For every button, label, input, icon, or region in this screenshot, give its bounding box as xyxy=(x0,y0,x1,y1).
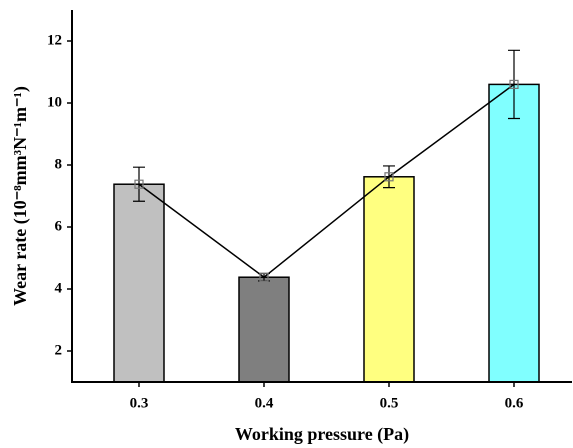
axes xyxy=(71,10,572,383)
point-marker xyxy=(259,272,269,282)
bar xyxy=(113,183,165,383)
bar xyxy=(238,276,290,383)
y-tick-label: 4 xyxy=(55,280,63,296)
bar xyxy=(488,83,540,383)
y-tick-label: 2 xyxy=(55,342,63,358)
y-axis-label: Wear rate (10⁻⁸mm³N⁻¹m⁻¹) xyxy=(10,86,31,306)
x-tick-label: 0.5 xyxy=(380,395,399,411)
point-marker xyxy=(134,179,144,189)
bar xyxy=(363,176,415,383)
point-marker xyxy=(384,172,394,182)
y-tick-label: 10 xyxy=(47,94,62,110)
x-tick-label: 0.6 xyxy=(505,395,524,411)
x-axis-label: Working pressure (Pa) xyxy=(235,424,409,445)
point-marker xyxy=(509,79,519,90)
x-tick-label: 0.4 xyxy=(255,395,274,411)
y-tick-label: 8 xyxy=(55,156,63,172)
y-tick-label: 6 xyxy=(55,218,63,234)
error-bar xyxy=(508,49,520,120)
trend-line xyxy=(138,83,515,279)
error-bar xyxy=(133,166,145,202)
x-tick-label: 0.3 xyxy=(130,395,149,411)
error-bar xyxy=(383,165,395,189)
y-tick-label: 12 xyxy=(47,32,62,48)
